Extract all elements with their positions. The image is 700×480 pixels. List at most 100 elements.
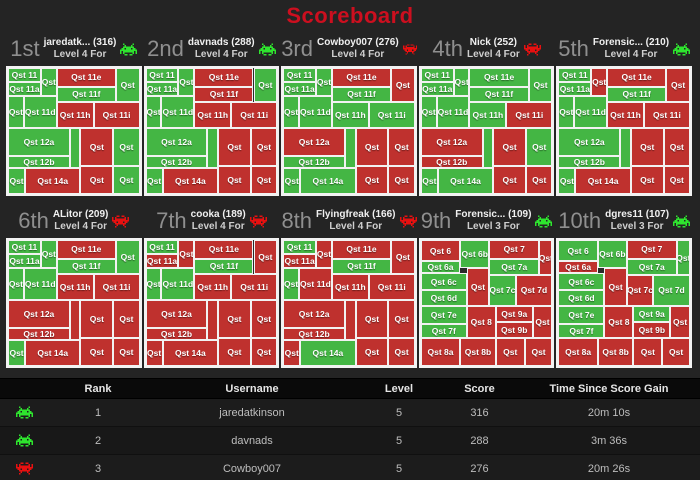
player-name-score: Flyingfreak (166) <box>316 208 396 220</box>
page-title: Scoreboard <box>286 3 414 28</box>
treemap-tile-qst-12a: Qst 12a <box>8 300 70 329</box>
treemap-tile-label: Qst 14a <box>37 175 69 186</box>
treemap-tile-label: Qst <box>502 175 517 186</box>
treemap-tile-qst-12b: Qst 12b <box>8 328 70 340</box>
treemap-tile-qst-11h: Qst 11h <box>607 102 644 129</box>
table-body: 1 jaredatkinson 5 316 20m 10s 2 davnads 5 288 3m … <box>0 399 700 480</box>
treemap-tile-qst-11a: Qst 11a <box>145 253 179 268</box>
treemap-tile-label: Qst 11 <box>286 69 313 80</box>
treemap-tile-qst: Qst <box>8 167 26 194</box>
treemap-tile-unnamed <box>207 128 218 168</box>
treemap-tile-qst-11f: Qst 11f <box>194 258 254 274</box>
quest-treemap: Qst 11 Qst 11a Qst Qst 11e Qst Qst 11f Qst Qst … <box>556 66 692 196</box>
treemap-tile-label: Qst 12a <box>298 137 330 148</box>
treemap-tile-label: Qst 7d <box>658 285 685 296</box>
quest-treemap: Qst 11 Qst 11a Qst Qst 11e Qst Qst 11f Qst Qst … <box>6 238 142 368</box>
treemap-tile-label: Qst <box>41 76 56 87</box>
treemap-tile-label: Qst 6a <box>565 262 592 273</box>
treemap-tile-label: Qst <box>592 76 607 87</box>
treemap-tile-qst-11: Qst 11 <box>283 240 317 254</box>
player-panel-header: 6th ALitor (209) Level 4 For <box>6 204 142 238</box>
treemap-tile-qst-11a: Qst 11a <box>145 81 179 96</box>
treemap-tile-label: Qst <box>502 142 517 153</box>
treemap-tile-label: Qst 11a <box>146 83 178 94</box>
treemap-tile-qst: Qst <box>355 166 389 194</box>
treemap-tile-label: Qst 9a <box>638 308 665 319</box>
treemap-tile-qst: Qst <box>670 305 690 339</box>
treemap-tile-label: Qst <box>640 347 655 358</box>
treemap-tile-label: Qst 14a <box>450 175 481 186</box>
treemap-tile-label: Qst 9b <box>500 325 528 336</box>
table-cell-icon <box>0 434 49 447</box>
treemap-tile-qst: Qst <box>663 166 690 194</box>
treemap-tile-label: Qst 12b <box>573 156 605 167</box>
treemap-tile-qst-11d: Qst 11d <box>23 267 57 301</box>
treemap-tile-label: Qst <box>640 175 655 186</box>
treemap-tile-qst: Qst <box>115 68 140 103</box>
treemap-tile-label: Qst 7f <box>431 326 456 337</box>
rank-ordinal: 1st <box>10 36 40 61</box>
treemap-tile-qst-8b: Qst 8b <box>597 338 634 366</box>
treemap-tile-qst-11i: Qst 11i <box>368 274 415 301</box>
treemap-tile-label: Qst <box>671 80 686 90</box>
treemap-tile-label: Qst <box>421 107 436 118</box>
treemap-tile-qst: Qst <box>466 267 490 306</box>
treemap-tile-qst: Qst <box>662 338 690 366</box>
treemap-tile-qst-11i: Qst 11i <box>231 274 278 301</box>
treemap-tile-qst-11i: Qst 11i <box>231 102 278 129</box>
treemap-tile-label: Qst 11a <box>422 83 453 94</box>
treemap-tile-label: Qst <box>258 80 273 90</box>
treemap-tile-qst-7a: Qst 7a <box>489 258 540 276</box>
player-panel-titles: Cowboy007 (276) Level 4 For <box>317 37 399 62</box>
treemap-tile-qst: Qst <box>145 95 162 129</box>
treemap-tile-qst: Qst <box>355 128 389 167</box>
treemap-tile-label: Qst <box>364 347 380 358</box>
treemap-tile-qst: Qst <box>558 95 575 129</box>
treemap-tile-qst-11h: Qst 11h <box>194 102 232 129</box>
treemap-tile-label: Qst <box>364 314 380 325</box>
treemap-tile-label: Qst 11h <box>610 110 641 121</box>
treemap-tile-qst-11e: Qst 11e <box>56 240 116 259</box>
treemap-tile-qst: Qst <box>388 166 415 194</box>
player-panel: 7th cooka (189) Level 4 For Qst 11 Qst 11a Qs… <box>143 204 280 368</box>
invader-up-icon <box>120 42 138 56</box>
treemap-tile-label: Qst 11f <box>72 261 101 272</box>
quest-treemap: Qst 11 Qst 11a Qst Qst 11e Qst Qst 11f Qst Qst … <box>143 66 280 196</box>
player-name-score: jaredatk... (316) <box>43 36 117 48</box>
treemap-tile-qst: Qst <box>80 166 114 194</box>
treemap-tile-qst-9b: Qst 9b <box>495 321 533 339</box>
treemap-tile-qst-11d: Qst 11d <box>574 95 608 129</box>
treemap-tile-qst-11: Qst 11 <box>420 68 454 82</box>
treemap-tile-qst-11a: Qst 11a <box>8 253 41 268</box>
treemap-tile-qst: Qst <box>420 95 437 129</box>
treemap-tile-qst-11h: Qst 11h <box>469 102 507 129</box>
treemap-tile-label: Qst 11f <box>209 89 239 100</box>
treemap-tile-qst: Qst <box>80 338 114 366</box>
treemap-tile-qst: Qst <box>113 128 140 167</box>
treemap-tile-qst-7f: Qst 7f <box>558 324 605 339</box>
treemap-tile-qst-11h: Qst 11h <box>56 274 94 301</box>
treemap-tile-label: Qst 11i <box>102 110 131 121</box>
treemap-tile-label: Qst 12b <box>23 156 55 167</box>
treemap-tile-label: Qst 7e <box>568 309 595 320</box>
treemap-tile-label: Qst 11i <box>102 282 131 293</box>
treemap-tile-label: Qst 7d <box>520 285 548 296</box>
rank-ordinal: 3rd <box>281 36 313 61</box>
player-name-score: Forensic... (109) <box>455 208 532 220</box>
treemap-tile-qst-11a: Qst 11a <box>283 253 317 268</box>
treemap-tile-qst-11f: Qst 11f <box>56 86 116 102</box>
treemap-tile-label: Qst 11d <box>24 279 56 290</box>
treemap-tile-label: Qst <box>119 347 134 358</box>
treemap-tile-label: Qst 7 <box>503 244 525 255</box>
treemap-tile-qst: Qst <box>526 128 553 167</box>
treemap-tile-label: Qst 11a <box>9 83 40 94</box>
treemap-tile-label: Qst 7 <box>641 244 663 255</box>
treemap-tile-qst: Qst <box>539 240 553 276</box>
treemap-tile-label: Qst 11d <box>300 107 331 118</box>
treemap-tile-qst: Qst <box>8 95 24 129</box>
treemap-tile-label: Qst <box>669 142 684 153</box>
treemap-tile-qst: Qst <box>388 128 415 167</box>
treemap-tile-qst: Qst <box>493 128 527 167</box>
treemap-tile-label: Qst <box>179 248 194 259</box>
player-panel-header: 7th cooka (189) Level 4 For <box>144 204 280 238</box>
